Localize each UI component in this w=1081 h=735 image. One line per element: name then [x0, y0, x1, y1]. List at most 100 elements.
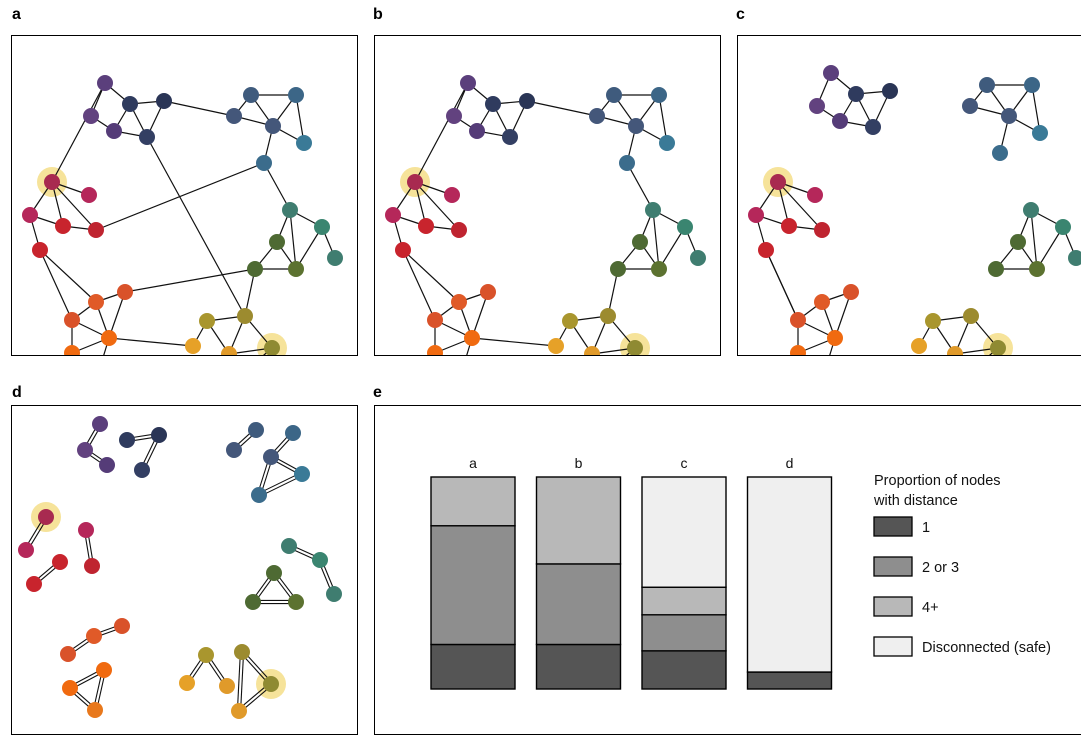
- legend-title: Proportion of nodes: [874, 473, 1001, 489]
- edge: [402, 249, 436, 321]
- node: [385, 207, 401, 223]
- category-label: a: [469, 455, 477, 471]
- node: [925, 313, 941, 329]
- node: [243, 87, 259, 103]
- legend-label: 1: [922, 520, 930, 536]
- chart-panel-e: a b c d Proportion of nodes with distance 1 2 …: [374, 405, 1081, 735]
- node: [99, 457, 115, 473]
- node: [790, 312, 806, 328]
- node: [256, 155, 272, 171]
- node: [610, 261, 626, 277]
- node: [156, 93, 172, 109]
- node: [651, 261, 667, 277]
- node: [226, 108, 242, 124]
- node: [199, 313, 215, 329]
- node: [234, 644, 250, 660]
- legend-title: with distance: [873, 493, 958, 509]
- node: [288, 594, 304, 610]
- edge: [39, 249, 97, 303]
- node: [814, 222, 830, 238]
- panel-label-c: c: [736, 6, 745, 23]
- node: [263, 676, 279, 692]
- node: [296, 135, 312, 151]
- node: [245, 594, 261, 610]
- edge: [471, 291, 489, 339]
- edge: [51, 181, 97, 231]
- edge: [295, 226, 323, 270]
- edge: [658, 226, 686, 270]
- node: [832, 113, 848, 129]
- node: [865, 119, 881, 135]
- node: [963, 308, 979, 324]
- edge: [39, 249, 73, 321]
- node: [1068, 250, 1081, 266]
- node: [645, 202, 661, 218]
- node: [119, 432, 135, 448]
- node: [151, 427, 167, 443]
- node: [314, 219, 330, 235]
- network-panel-b: [374, 35, 721, 356]
- node: [600, 308, 616, 324]
- node: [81, 187, 97, 203]
- network-panel-a: [11, 35, 358, 356]
- node: [327, 250, 343, 266]
- node: [38, 509, 54, 525]
- node: [106, 123, 122, 139]
- node: [464, 330, 480, 346]
- node: [281, 538, 297, 554]
- legend-swatch: [873, 636, 913, 657]
- node: [962, 98, 978, 114]
- node: [446, 108, 462, 124]
- edge: [289, 209, 297, 270]
- node: [427, 312, 443, 328]
- edge: [1036, 226, 1064, 270]
- node: [1055, 219, 1071, 235]
- bar-segment: [430, 476, 516, 527]
- node: [632, 234, 648, 250]
- node: [1029, 261, 1045, 277]
- bar-segment: [641, 650, 727, 690]
- panel-label-d: d: [12, 384, 22, 401]
- nodes: [748, 65, 1081, 355]
- node: [64, 312, 80, 328]
- node: [237, 308, 253, 324]
- node: [88, 222, 104, 238]
- legend-label: 2 or 3: [922, 560, 959, 576]
- network-panel-c: [737, 35, 1081, 356]
- edge: [471, 337, 557, 347]
- node: [22, 207, 38, 223]
- bar-segment: [535, 643, 622, 690]
- node: [86, 628, 102, 644]
- category-label: d: [786, 455, 794, 471]
- edge: [263, 162, 291, 211]
- node: [263, 449, 279, 465]
- node: [827, 330, 843, 346]
- node: [758, 242, 774, 258]
- bar-segment: [746, 476, 833, 673]
- node: [251, 487, 267, 503]
- node: [101, 330, 117, 346]
- node: [219, 678, 235, 694]
- node: [979, 77, 995, 93]
- node: [285, 425, 301, 441]
- node: [606, 87, 622, 103]
- category-label: c: [681, 455, 688, 471]
- bar-segment: [641, 476, 727, 588]
- bar-segment: [430, 525, 516, 646]
- node: [264, 340, 280, 355]
- legend-swatch: [873, 556, 913, 577]
- nodes: [22, 75, 343, 355]
- node: [87, 702, 103, 718]
- node: [114, 618, 130, 634]
- bar-segment: [746, 671, 833, 690]
- node: [451, 222, 467, 238]
- node: [266, 565, 282, 581]
- edge: [51, 82, 106, 183]
- node: [807, 187, 823, 203]
- node: [32, 242, 48, 258]
- node: [1024, 77, 1040, 93]
- node: [78, 522, 94, 538]
- panel-label-a: a: [12, 6, 21, 23]
- node: [1032, 125, 1048, 141]
- edge: [240, 652, 245, 712]
